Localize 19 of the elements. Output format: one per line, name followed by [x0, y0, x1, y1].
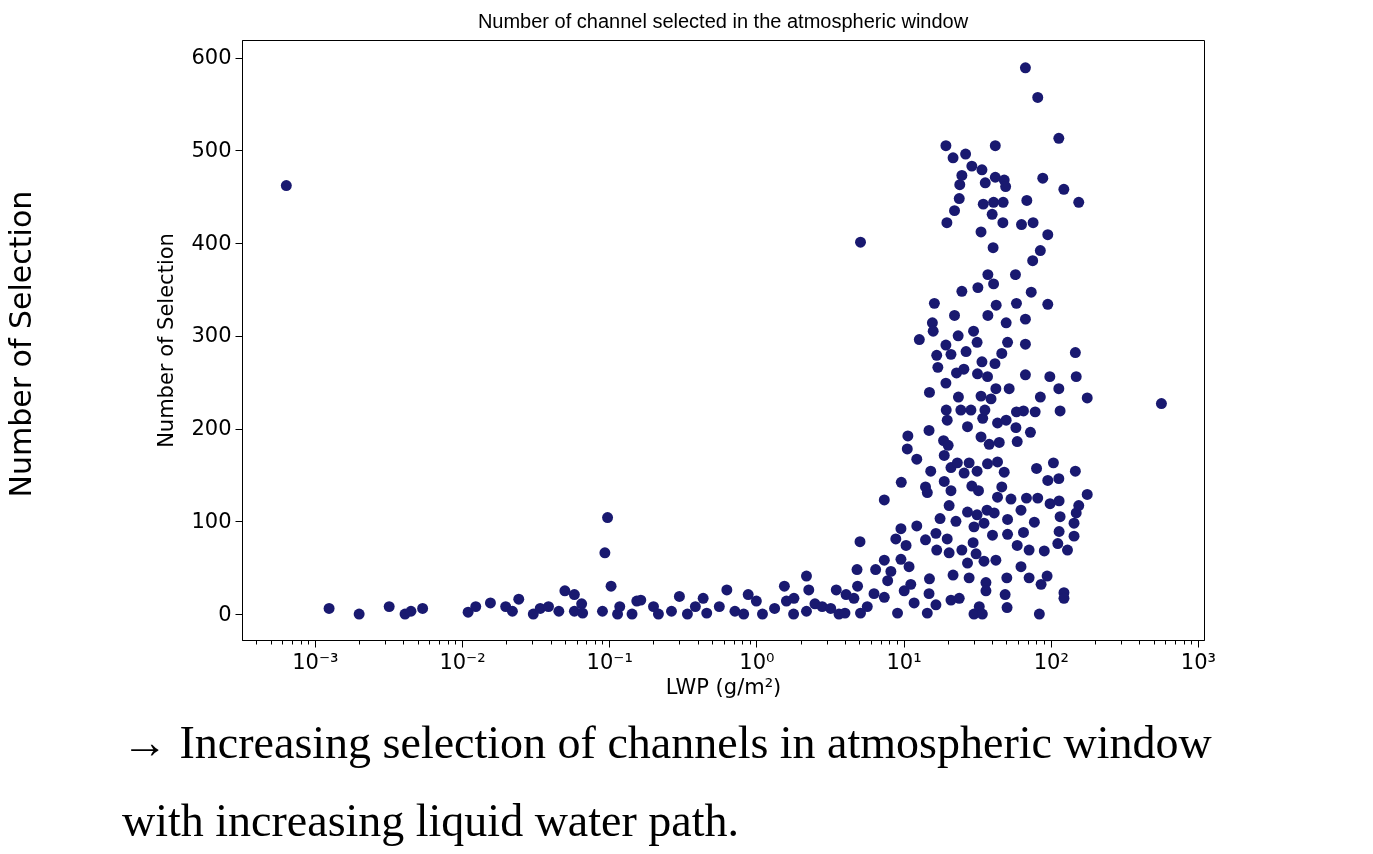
y-tick-label: 400 — [191, 230, 232, 255]
x-tick-label: 10³ — [1180, 649, 1216, 674]
chart-title: Number of channel selected in the atmospheric window — [477, 10, 969, 32]
y-tick-label: 0 — [218, 601, 232, 626]
x-tick-label: 10⁰ — [739, 649, 775, 674]
y-axis-title: Number of Selection — [154, 233, 179, 448]
x-tick-label: 10⁻² — [439, 649, 486, 674]
y-tick-label: 100 — [191, 508, 232, 533]
text: Number of Selection — [2, 190, 38, 498]
y-tick-label: 300 — [191, 323, 232, 348]
x-tick-label: 10⁻³ — [292, 649, 339, 674]
x-tick-label: 10² — [1033, 649, 1069, 674]
y-tick-label: 600 — [191, 45, 232, 70]
x-tick-label: 10¹ — [886, 649, 922, 674]
y-tick-label: 500 — [191, 137, 232, 162]
x-tick-label: 10⁻¹ — [586, 649, 633, 674]
y-tick-label: 200 — [191, 416, 232, 441]
text: → Increasing selection of channels in atmospheric window with increasing liquid water path. — [122, 716, 1213, 848]
x-axis-title: LWP (g/m²) — [665, 674, 782, 699]
